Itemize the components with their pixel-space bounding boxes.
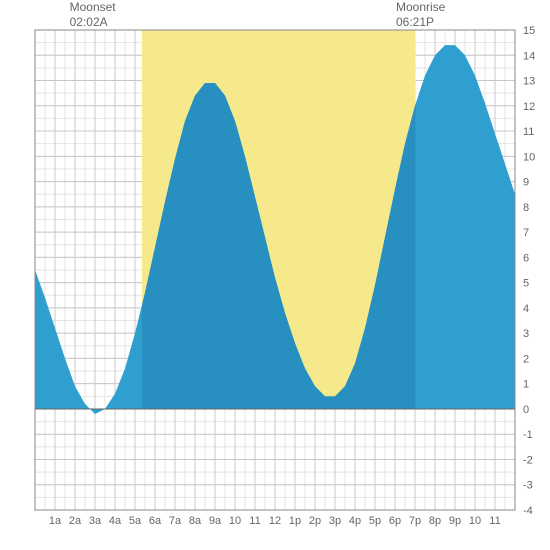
- y-tick-label: 13: [523, 76, 535, 88]
- y-tick-label: 8: [523, 202, 529, 214]
- y-tick-label: 2: [523, 353, 529, 365]
- x-tick-label: 2a: [69, 515, 82, 527]
- y-tick-label: 14: [523, 50, 535, 62]
- x-tick-label: 9a: [209, 515, 222, 527]
- x-tick-label: 11: [249, 515, 260, 527]
- y-tick-label: 12: [523, 101, 535, 113]
- y-tick-label: 9: [523, 177, 529, 189]
- x-tick-label: 3a: [89, 515, 102, 527]
- x-tick-label: 10: [469, 515, 481, 527]
- x-tick-label: 6a: [149, 515, 162, 527]
- x-tick-label: 7a: [169, 515, 182, 527]
- y-tick-label: 0: [523, 404, 529, 416]
- moonrise-time: 06:21P: [396, 15, 445, 30]
- x-tick-label: 5a: [129, 515, 142, 527]
- y-tick-label: 3: [523, 328, 529, 340]
- tide-chart: 1a2a3a4a5a6a7a8a9a1011121p2p3p4p5p6p7p8p…: [0, 0, 550, 550]
- moonset-time: 02:02A: [70, 15, 116, 30]
- moonrise-label: Moonrise 06:21P: [396, 0, 445, 30]
- moonrise-title: Moonrise: [396, 0, 445, 15]
- x-tick-label: 8p: [429, 515, 441, 527]
- y-tick-label: 11: [523, 126, 534, 138]
- y-tick-label: -2: [523, 454, 533, 466]
- x-tick-label: 10: [229, 515, 241, 527]
- y-tick-label: 4: [523, 303, 529, 315]
- y-tick-label: -3: [523, 480, 533, 492]
- y-tick-label: 15: [523, 25, 535, 37]
- x-tick-label: 2p: [309, 515, 321, 527]
- x-tick-label: 12: [269, 515, 281, 527]
- x-tick-label: 4p: [349, 515, 361, 527]
- moonset-label: Moonset 02:02A: [70, 0, 116, 30]
- x-tick-label: 1a: [49, 515, 62, 527]
- y-tick-label: 6: [523, 252, 529, 264]
- x-tick-label: 7p: [409, 515, 421, 527]
- chart-svg: 1a2a3a4a5a6a7a8a9a1011121p2p3p4p5p6p7p8p…: [0, 0, 550, 550]
- y-tick-label: 1: [523, 379, 529, 391]
- x-tick-label: 8a: [189, 515, 202, 527]
- y-tick-label: 7: [523, 227, 529, 239]
- y-tick-label: -1: [523, 429, 533, 441]
- x-tick-label: 1p: [289, 515, 301, 527]
- y-tick-label: 5: [523, 278, 529, 290]
- y-tick-label: 10: [523, 151, 535, 163]
- x-tick-label: 4a: [109, 515, 122, 527]
- x-tick-label: 5p: [369, 515, 381, 527]
- moonset-title: Moonset: [70, 0, 116, 15]
- x-tick-label: 9p: [449, 515, 461, 527]
- x-tick-label: 3p: [329, 515, 341, 527]
- y-tick-label: -4: [523, 505, 533, 517]
- x-tick-label: 11: [489, 515, 500, 527]
- x-tick-label: 6p: [389, 515, 401, 527]
